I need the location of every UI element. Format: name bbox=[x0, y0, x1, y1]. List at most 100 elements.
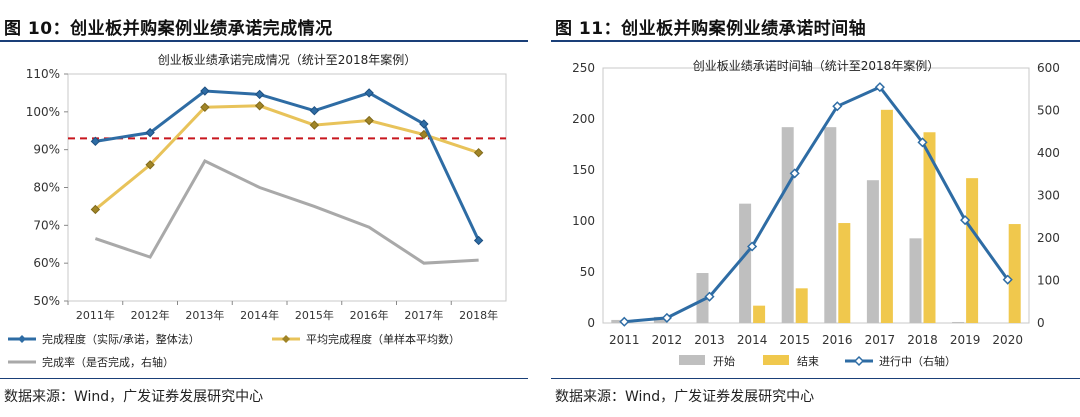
x-tick-label: 2016年 bbox=[350, 308, 389, 322]
x-tick-label: 2011年 bbox=[76, 308, 115, 322]
y-right-tick-label: 400 bbox=[1037, 146, 1060, 160]
y-tick-label: 60% bbox=[33, 256, 60, 270]
y-right-tick-label: 0 bbox=[1037, 316, 1045, 330]
x-tick-label: 2017年 bbox=[404, 308, 443, 322]
right-title-rule bbox=[551, 40, 1080, 42]
left-figure-panel: 图 10：创业板并购案例业绩承诺完成情况 创业板业绩承诺完成情况（统计至2018… bbox=[0, 0, 528, 417]
x-tick-label: 2012 bbox=[652, 333, 683, 347]
bar-start bbox=[824, 127, 837, 323]
data-point bbox=[917, 137, 928, 148]
right-bar-line-chart: 创业板业绩承诺时间轴（统计至2018年案例） 0 50 100 150 200 250 0 10… bbox=[572, 58, 1060, 368]
y-left-tick-label: 150 bbox=[572, 163, 595, 177]
bar-end bbox=[838, 223, 851, 323]
y-tick-label: 80% bbox=[33, 181, 60, 195]
data-point bbox=[789, 168, 800, 179]
data-point bbox=[661, 312, 672, 323]
x-tick-label: 2020 bbox=[992, 333, 1023, 347]
data-point bbox=[309, 105, 320, 116]
bar-start bbox=[696, 273, 709, 323]
x-tick-label: 2018年 bbox=[459, 308, 498, 322]
bar-end bbox=[795, 288, 808, 323]
y-tick-label: 110% bbox=[26, 67, 60, 81]
data-point bbox=[254, 101, 265, 111]
right-source-note: 数据来源：Wind，广发证券发展研究中心 bbox=[555, 389, 815, 405]
plot-area-frame bbox=[67, 73, 507, 302]
legend-marker bbox=[18, 335, 26, 343]
series-line-in-progress bbox=[624, 85, 1009, 324]
x-tick-label: 2019 bbox=[950, 333, 981, 347]
data-point bbox=[364, 115, 374, 126]
left-source-note: 数据来源：Wind，广发证券发展研究中心 bbox=[4, 389, 264, 405]
series-line bbox=[95, 89, 480, 242]
x-tick-label: 2013 bbox=[694, 333, 725, 347]
legend-label: 平均完成程度（单样本平均数） bbox=[306, 332, 460, 346]
series-line bbox=[94, 159, 479, 265]
left-title-rule bbox=[0, 40, 528, 42]
y-tick-label: 100% bbox=[26, 105, 60, 119]
data-point bbox=[90, 204, 101, 215]
legend-swatch-start bbox=[679, 355, 705, 365]
right-figure-panel: 图 11：创业板并购案例业绩承诺时间轴 创业板业绩承诺时间轴（统计至2018年案… bbox=[551, 0, 1080, 417]
left-figure-title: 图 10：创业板并购案例业绩承诺完成情况 bbox=[4, 19, 333, 39]
data-point bbox=[200, 102, 210, 113]
left-line-chart: 创业板业绩承诺完成情况（统计至2018年案例） 50% 60% 70% 80% 90% 10… bbox=[8, 52, 507, 369]
y-tick-label: 50% bbox=[33, 294, 60, 308]
data-point bbox=[473, 235, 484, 246]
data-point bbox=[90, 136, 101, 147]
y-left-tick-label: 250 bbox=[572, 61, 595, 75]
x-tick-label: 2017 bbox=[865, 333, 896, 347]
y-right-tick-label: 600 bbox=[1037, 61, 1060, 75]
legend-label: 完成率（是否完成，右轴） bbox=[42, 355, 174, 369]
x-tick-label: 2015年 bbox=[295, 308, 334, 322]
legend-marker bbox=[282, 335, 290, 343]
legend-marker bbox=[853, 355, 865, 367]
data-point bbox=[419, 119, 429, 129]
bar-start bbox=[611, 319, 624, 323]
x-tick-label: 2018 bbox=[907, 333, 938, 347]
bar-start bbox=[866, 180, 879, 323]
y-left-tick-label: 50 bbox=[580, 265, 595, 279]
legend-label: 开始 bbox=[713, 354, 735, 368]
y-right-tick-label: 200 bbox=[1037, 231, 1060, 245]
legend-swatch-end bbox=[763, 355, 789, 365]
right-figure-title: 图 11：创业板并购案例业绩承诺时间轴 bbox=[555, 19, 867, 39]
y-left-tick-label: 0 bbox=[587, 316, 595, 330]
y-tick-label: 90% bbox=[33, 143, 60, 157]
data-point bbox=[145, 127, 155, 138]
x-tick-label: 2012年 bbox=[131, 308, 170, 322]
data-point bbox=[419, 129, 429, 140]
x-tick-label: 2014 bbox=[737, 333, 768, 347]
series-line bbox=[94, 104, 480, 211]
chart-title: 创业板业绩承诺时间轴（统计至2018年案例） bbox=[693, 58, 940, 73]
bar-end bbox=[753, 305, 766, 323]
x-tick-label: 2013年 bbox=[185, 308, 224, 322]
y-right-tick-label: 300 bbox=[1037, 189, 1060, 203]
data-point bbox=[832, 101, 843, 112]
bar-end bbox=[966, 178, 979, 323]
bar-start bbox=[952, 321, 965, 323]
data-point bbox=[364, 88, 374, 98]
y-right-tick-label: 100 bbox=[1037, 274, 1060, 288]
data-point bbox=[704, 291, 715, 302]
bar-start bbox=[781, 127, 794, 323]
data-point bbox=[145, 160, 155, 170]
x-tick-label: 2011 bbox=[609, 333, 640, 347]
bar-start bbox=[739, 203, 752, 323]
y-left-tick-label: 200 bbox=[572, 112, 595, 126]
y-right-tick-label: 500 bbox=[1037, 104, 1060, 118]
data-point bbox=[254, 89, 265, 100]
data-point bbox=[619, 316, 630, 327]
bar-end bbox=[880, 109, 893, 323]
bar-end bbox=[1008, 224, 1021, 323]
data-point bbox=[747, 241, 758, 252]
data-point bbox=[1002, 274, 1013, 285]
y-left-tick-label: 100 bbox=[572, 214, 595, 228]
x-tick-label: 2014年 bbox=[240, 308, 279, 322]
y-tick-label: 70% bbox=[33, 218, 60, 232]
left-bottom-rule bbox=[0, 378, 528, 379]
x-tick-label: 2015 bbox=[779, 333, 810, 347]
chart-title: 创业板业绩承诺完成情况（统计至2018年案例） bbox=[158, 52, 417, 67]
right-bottom-rule bbox=[551, 378, 1080, 379]
legend-label: 结束 bbox=[797, 355, 819, 368]
x-tick-label: 2016 bbox=[822, 333, 853, 347]
